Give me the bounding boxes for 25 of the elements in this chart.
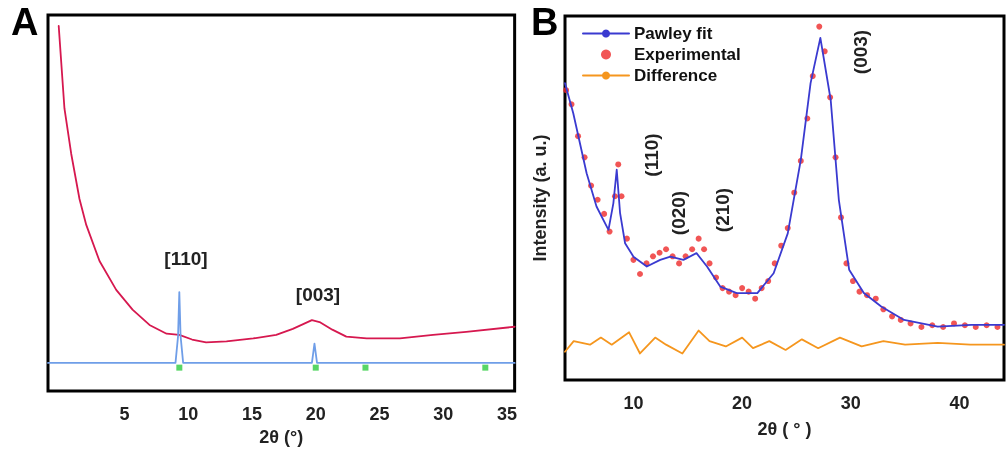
annotation: (020) [667,190,689,236]
x-tick-label: 35 [496,404,517,424]
x-tick-label: 40 [949,393,970,413]
chart-title: A [11,1,39,43]
x-axis-title: 2θ (°) [259,426,304,447]
x-tick-label: 15 [241,404,263,424]
legend-label: Pawley fit [634,24,713,43]
x-tick-label: 25 [369,404,390,424]
annotation: (003) [849,29,871,75]
annotation: [003] [295,283,341,305]
x-tick-label: 20 [305,404,326,424]
x-tick-label: 10 [178,404,199,424]
x-tick-label: 30 [433,404,454,424]
legend-label: Difference [634,66,718,85]
x-tick-label: 10 [623,393,644,413]
legend-label: Experimental [634,45,741,64]
chart-title: B [531,1,559,43]
x-tick-label: 20 [732,393,753,413]
annotation: [110] [164,247,208,269]
annotation: (210) [711,187,733,233]
y-axis-title: Intensity (a. u.) [530,134,550,262]
annotation: (110) [640,133,662,177]
x-tick-label: 30 [840,393,861,413]
x-tick-label: 5 [119,404,130,424]
x-axis-title: 2θ ( ° ) [757,419,812,439]
